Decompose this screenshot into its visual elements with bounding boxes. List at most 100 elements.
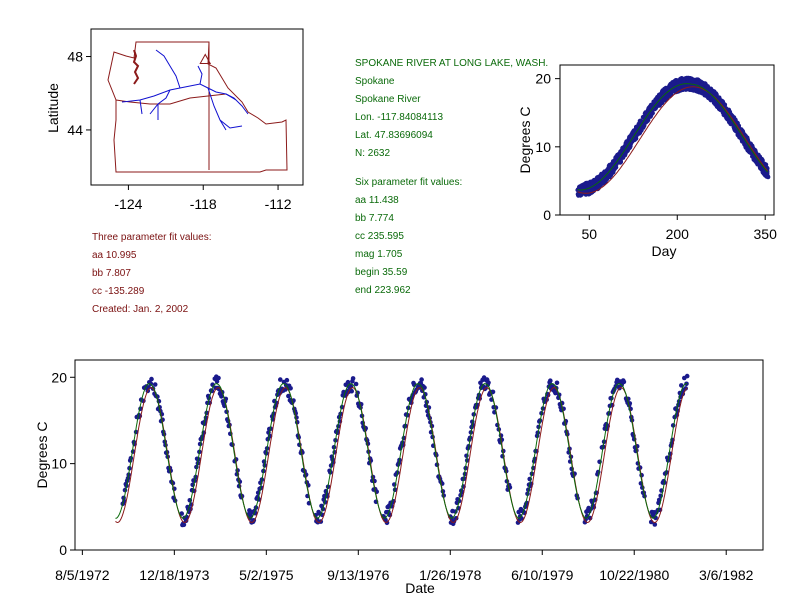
doy-point bbox=[611, 168, 616, 174]
doy-point bbox=[652, 102, 657, 108]
doy-point bbox=[695, 86, 700, 91]
doy-point bbox=[694, 79, 699, 85]
ts-point bbox=[372, 486, 378, 492]
doy-point bbox=[750, 152, 756, 157]
doy-point bbox=[682, 85, 688, 91]
doy-point bbox=[617, 156, 622, 161]
doy-point bbox=[724, 115, 729, 121]
doy-point bbox=[628, 139, 633, 145]
ts-point bbox=[617, 379, 623, 384]
doy-point bbox=[731, 115, 737, 120]
doy-point bbox=[628, 141, 634, 146]
doy-point bbox=[657, 93, 662, 98]
doy-point bbox=[699, 85, 704, 91]
doy-point bbox=[588, 189, 593, 194]
ts-point bbox=[392, 487, 398, 493]
six-fit-mag: mag 1.705 bbox=[355, 249, 403, 260]
ts-point bbox=[258, 485, 264, 491]
doy-point bbox=[657, 95, 662, 100]
doy-point bbox=[746, 144, 751, 150]
doy-point bbox=[604, 170, 609, 175]
ts-point bbox=[636, 466, 641, 471]
doy-point bbox=[750, 145, 756, 151]
doy-point bbox=[707, 92, 713, 98]
doy-point bbox=[606, 170, 611, 176]
rivers bbox=[121, 49, 249, 131]
doy-point bbox=[634, 124, 639, 130]
doy-point bbox=[662, 88, 667, 93]
ts-point bbox=[222, 399, 228, 404]
three-fit-info: Three parameter fit values: aa 10.995 bb… bbox=[92, 229, 212, 319]
doy-point bbox=[698, 79, 703, 85]
doy-point bbox=[702, 90, 707, 95]
doy-point bbox=[755, 161, 760, 166]
doy-point bbox=[577, 189, 583, 195]
doy-point bbox=[614, 161, 619, 167]
ts-point bbox=[208, 388, 214, 393]
doy-point bbox=[643, 116, 648, 122]
ts-point bbox=[405, 412, 410, 418]
ts-point bbox=[601, 439, 607, 445]
doy-point bbox=[658, 93, 664, 98]
doy-point bbox=[677, 87, 682, 92]
doy-point bbox=[640, 121, 646, 126]
ts-point bbox=[264, 451, 269, 456]
ts-point bbox=[612, 386, 617, 392]
ts-point bbox=[541, 396, 546, 402]
ts-point bbox=[259, 477, 265, 482]
ts-point bbox=[391, 499, 396, 504]
doy-point bbox=[714, 99, 720, 105]
ts-point bbox=[329, 454, 335, 460]
doy-point bbox=[609, 170, 614, 175]
doy-point bbox=[681, 76, 686, 82]
ts-point bbox=[134, 414, 140, 420]
doy-point bbox=[578, 184, 583, 189]
doy-point bbox=[692, 80, 697, 85]
doy-point bbox=[668, 81, 673, 87]
ts-point bbox=[434, 452, 439, 458]
doy-point bbox=[721, 110, 726, 116]
doy-point bbox=[687, 87, 692, 93]
doy-point bbox=[701, 82, 706, 88]
ts-point bbox=[542, 399, 547, 405]
doy-point bbox=[647, 110, 652, 115]
ts-point bbox=[291, 398, 296, 403]
doy-point bbox=[705, 94, 710, 99]
doy-point bbox=[673, 78, 678, 83]
ts-point bbox=[660, 480, 666, 485]
doy-point bbox=[689, 78, 695, 83]
doy-point bbox=[624, 139, 629, 144]
doy-point bbox=[710, 89, 715, 94]
ts-point bbox=[349, 388, 355, 394]
ts-point bbox=[401, 435, 407, 441]
doy-point bbox=[738, 135, 743, 140]
ts-point bbox=[484, 378, 489, 383]
doy-point bbox=[576, 188, 582, 193]
ts-point bbox=[613, 384, 619, 389]
doy-point bbox=[735, 131, 740, 136]
doy-point bbox=[678, 83, 683, 88]
doy-point bbox=[647, 108, 652, 113]
ts-point bbox=[292, 409, 298, 414]
doy-point bbox=[713, 91, 719, 96]
ts-point bbox=[651, 511, 656, 517]
ts-point bbox=[350, 376, 356, 381]
doy-point bbox=[756, 152, 761, 157]
doy-point bbox=[623, 151, 628, 156]
ts-point bbox=[192, 478, 198, 483]
ts-point bbox=[610, 389, 616, 395]
doy-point bbox=[636, 124, 641, 129]
doy-point bbox=[676, 83, 681, 88]
doy-point bbox=[646, 110, 652, 116]
doy-point bbox=[684, 85, 689, 90]
ts-point bbox=[548, 378, 553, 384]
ts-point bbox=[585, 508, 591, 513]
doy-point bbox=[688, 85, 693, 91]
ts-point bbox=[341, 389, 346, 395]
ts-point bbox=[188, 506, 193, 512]
doy-point bbox=[717, 95, 722, 100]
doy-point bbox=[614, 161, 619, 166]
ts-point bbox=[632, 445, 638, 450]
doy-point bbox=[673, 89, 678, 95]
ts-point bbox=[364, 438, 370, 443]
